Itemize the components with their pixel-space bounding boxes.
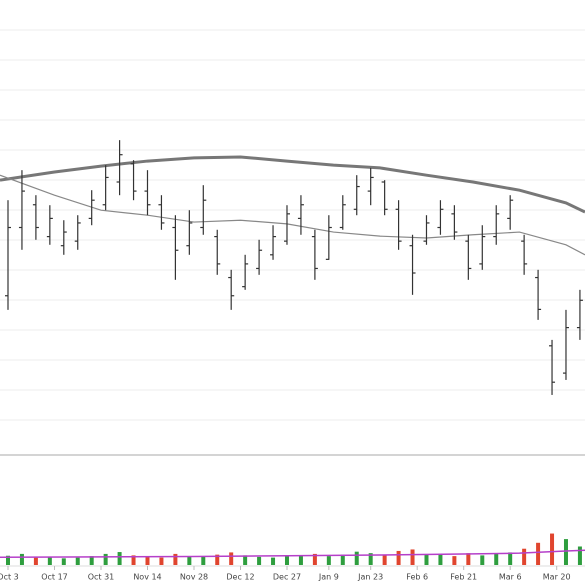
moving-average: [0, 155, 585, 214]
volume-bar: [494, 553, 499, 565]
volume-bar: [173, 553, 178, 565]
volume-bar: [271, 557, 276, 565]
x-tick-label: Nov 14: [133, 573, 161, 582]
volume-bar: [536, 542, 541, 565]
volume-bar: [480, 555, 485, 565]
x-tick-label: Jan 9: [318, 573, 339, 582]
x-tick-label: Mar 20: [543, 573, 571, 582]
volume-bar: [257, 556, 262, 565]
x-tick-label: Oct 3: [0, 573, 19, 582]
x-tick-label: Dec 27: [273, 573, 301, 582]
volume-bar: [187, 556, 192, 565]
volume-bar: [215, 554, 220, 565]
moving-average: [0, 174, 585, 256]
volume-bar: [19, 553, 24, 565]
volume-bar: [5, 555, 10, 565]
volume-bar: [201, 556, 206, 565]
volume-bar: [424, 554, 429, 565]
volume-bar: [298, 555, 303, 565]
background-grid: [0, 29, 585, 421]
x-tick-label: Feb 6: [406, 573, 428, 582]
volume-bar: [312, 553, 317, 565]
volume-bar: [340, 554, 345, 565]
volume-bar: [131, 555, 136, 565]
x-tick-label: Mar 6: [499, 573, 522, 582]
volume-bar: [47, 556, 52, 565]
volume-bar: [284, 556, 289, 565]
volume-bar: [61, 558, 66, 565]
volume-bar: [103, 553, 108, 565]
volume-bar: [382, 555, 387, 565]
x-tick-label: Nov 28: [180, 573, 208, 582]
x-tick-label: Dec 12: [226, 573, 254, 582]
volume-bar: [33, 557, 38, 565]
volume-average: [0, 549, 585, 558]
volume-bar: [438, 553, 443, 565]
volume-bar: [368, 553, 373, 565]
volume-bar: [75, 557, 80, 565]
volume-bar: [452, 556, 457, 565]
volume-bar: [550, 533, 555, 565]
volume-bar: [89, 556, 94, 565]
volume-bar: [159, 557, 164, 565]
volume-bar: [326, 556, 331, 565]
volume-bar: [522, 548, 527, 565]
volume-bar: [117, 552, 122, 565]
volume-bar: [229, 552, 234, 565]
volume-bar: [563, 539, 568, 565]
x-tick-label: Oct 31: [88, 573, 115, 582]
volume-bar: [577, 546, 582, 565]
x-tick-label: Oct 17: [41, 573, 68, 582]
volume-bar: [396, 550, 401, 565]
x-tick-label: Feb 21: [450, 573, 477, 582]
volume-bar: [466, 553, 471, 565]
volume-bar: [243, 555, 248, 565]
x-tick-label: Jan 23: [357, 573, 383, 582]
volume-bar: [508, 552, 513, 565]
volume-bar: [354, 551, 359, 565]
volume-bar: [410, 549, 415, 565]
volume-bar: [145, 556, 150, 565]
